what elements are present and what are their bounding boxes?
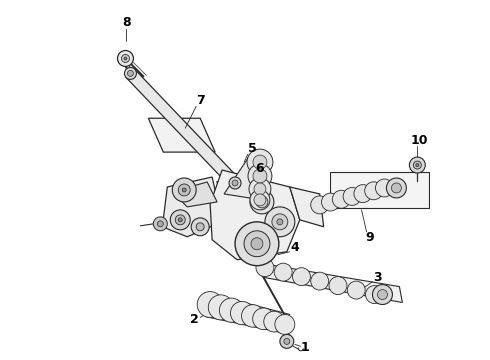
Text: 6: 6 xyxy=(256,162,264,175)
Circle shape xyxy=(372,285,392,305)
Circle shape xyxy=(347,281,365,299)
Circle shape xyxy=(191,218,209,236)
Circle shape xyxy=(377,289,388,300)
Circle shape xyxy=(197,292,223,318)
Circle shape xyxy=(196,223,204,231)
Circle shape xyxy=(253,308,274,329)
Circle shape xyxy=(249,178,271,200)
Polygon shape xyxy=(257,263,402,302)
Circle shape xyxy=(248,164,272,188)
Text: 9: 9 xyxy=(365,231,374,244)
Circle shape xyxy=(172,178,196,202)
Circle shape xyxy=(247,149,273,175)
Circle shape xyxy=(256,196,268,208)
Circle shape xyxy=(175,215,185,225)
Polygon shape xyxy=(330,172,429,208)
Circle shape xyxy=(220,298,244,322)
Circle shape xyxy=(244,231,270,257)
Circle shape xyxy=(329,276,347,294)
Polygon shape xyxy=(148,118,215,152)
Circle shape xyxy=(230,301,254,325)
Circle shape xyxy=(253,155,267,169)
Polygon shape xyxy=(126,69,240,187)
Circle shape xyxy=(375,179,393,197)
Circle shape xyxy=(414,161,421,169)
Circle shape xyxy=(416,163,419,167)
Circle shape xyxy=(280,334,294,348)
Text: 7: 7 xyxy=(196,94,204,107)
Circle shape xyxy=(293,268,310,285)
Circle shape xyxy=(264,311,285,332)
Circle shape xyxy=(232,180,238,186)
Circle shape xyxy=(274,263,292,281)
Text: 1: 1 xyxy=(300,341,309,354)
Circle shape xyxy=(178,218,182,222)
Text: 2: 2 xyxy=(190,313,198,326)
Circle shape xyxy=(250,190,274,214)
Circle shape xyxy=(254,183,266,195)
Circle shape xyxy=(153,217,167,231)
Circle shape xyxy=(251,238,263,250)
Circle shape xyxy=(311,272,329,290)
Polygon shape xyxy=(172,182,217,207)
Circle shape xyxy=(256,259,274,276)
Circle shape xyxy=(311,196,329,214)
Polygon shape xyxy=(210,170,300,260)
Polygon shape xyxy=(290,187,324,227)
Circle shape xyxy=(392,183,401,193)
Text: 8: 8 xyxy=(122,16,131,29)
Polygon shape xyxy=(162,177,222,237)
Text: 4: 4 xyxy=(291,241,299,254)
Circle shape xyxy=(272,214,288,230)
Circle shape xyxy=(250,190,270,210)
Circle shape xyxy=(254,194,266,206)
Circle shape xyxy=(332,190,350,208)
Circle shape xyxy=(275,315,295,334)
Circle shape xyxy=(171,210,190,230)
Circle shape xyxy=(122,54,129,62)
Circle shape xyxy=(354,185,372,203)
Text: 3: 3 xyxy=(373,271,382,284)
Circle shape xyxy=(178,184,190,196)
Circle shape xyxy=(118,50,133,67)
Circle shape xyxy=(366,285,384,303)
Circle shape xyxy=(284,338,290,345)
Circle shape xyxy=(253,169,267,183)
Circle shape xyxy=(124,67,136,80)
Circle shape xyxy=(208,295,233,320)
Circle shape xyxy=(242,305,264,327)
Circle shape xyxy=(277,219,283,225)
Polygon shape xyxy=(224,152,268,200)
Text: 5: 5 xyxy=(247,141,256,155)
Circle shape xyxy=(157,221,163,227)
Circle shape xyxy=(124,57,127,60)
Circle shape xyxy=(235,222,279,266)
Circle shape xyxy=(182,188,186,192)
Circle shape xyxy=(409,157,425,173)
Circle shape xyxy=(265,207,295,237)
Circle shape xyxy=(321,193,340,211)
Text: 10: 10 xyxy=(411,134,428,147)
Circle shape xyxy=(387,178,406,198)
Circle shape xyxy=(229,177,241,189)
Circle shape xyxy=(365,182,383,200)
Circle shape xyxy=(127,71,133,76)
Circle shape xyxy=(343,188,361,206)
